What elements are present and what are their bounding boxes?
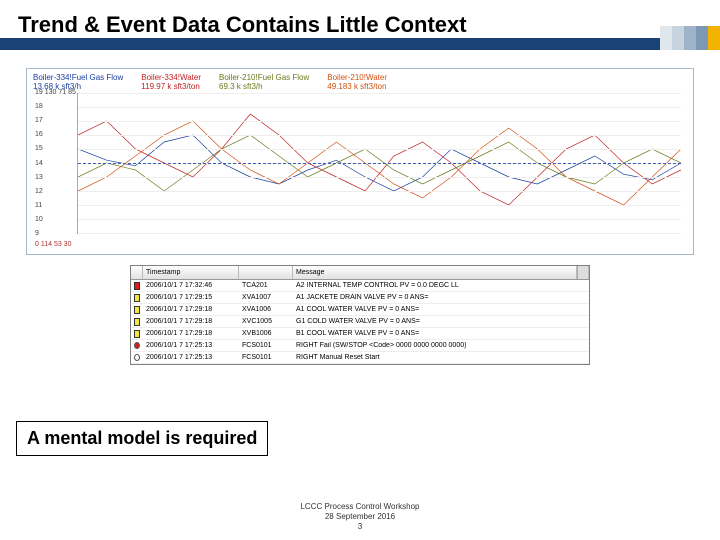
- footer-line1: LCCC Process Control Workshop: [0, 502, 720, 512]
- legend-item: Boiler-334!Water119.97 k sft3/ton: [141, 73, 201, 91]
- table-row: 2006/10/1 7 17:29:18XVC1005G1 COLD WATER…: [131, 316, 589, 328]
- slide-footer: LCCC Process Control Workshop 28 Septemb…: [0, 502, 720, 532]
- alarm-dot-icon: [134, 354, 140, 361]
- table-row: 2006/10/1 7 17:25:13FCS0101RIGHT Fail (S…: [131, 340, 589, 352]
- table-row: 2006/10/1 7 17:29:15XVA1007A1 JACKETE DR…: [131, 292, 589, 304]
- col-timestamp: Timestamp: [143, 266, 239, 279]
- footer-line2: 28 September 2016: [0, 512, 720, 522]
- table-row: 2006/10/1 7 17:29:18XVA1006A1 COOL WATER…: [131, 304, 589, 316]
- alarm-box-icon: [134, 306, 140, 314]
- col-message: Message: [293, 266, 577, 279]
- callout-box: A mental model is required: [16, 421, 268, 456]
- title-underline: [0, 38, 720, 50]
- alarm-box-icon: [134, 330, 140, 338]
- slide-title: Trend & Event Data Contains Little Conte…: [18, 12, 467, 38]
- table-row: 2006/10/1 7 17:29:18XVB1006B1 COOL WATER…: [131, 328, 589, 340]
- y-axis: 910111213141516171819 130 71 85: [33, 93, 77, 234]
- table-row: 2006/10/1 7 17:32:46TCA201A2 INTERNAL TE…: [131, 280, 589, 292]
- event-table-body: 2006/10/1 7 17:32:46TCA201A2 INTERNAL TE…: [131, 280, 589, 364]
- alarm-box-icon: [134, 282, 140, 290]
- chart-legend: Boiler-334!Fuel Gas Flow13.68 k sft3/hBo…: [33, 73, 687, 91]
- callout-text: A mental model is required: [27, 428, 257, 448]
- plot-region: [77, 93, 681, 234]
- legend-item: Boiler-210!Fuel Gas Flow69.3 k sft3/h: [219, 73, 309, 91]
- footer-page: 3: [0, 522, 720, 532]
- title-accent-blocks: [660, 26, 720, 50]
- alarm-dot-icon: [134, 342, 140, 349]
- trend-chart-panel: Boiler-334!Fuel Gas Flow13.68 k sft3/hBo…: [26, 68, 694, 255]
- table-row: 2006/10/1 7 17:25:13FCS0101RIGHT Manual …: [131, 352, 589, 364]
- legend-item: Boiler-210!Water49.183 k sft3/ton: [327, 73, 387, 91]
- alarm-box-icon: [134, 318, 140, 326]
- chart-area: 910111213141516171819 130 71 85 0 114 53…: [33, 93, 687, 248]
- event-log-table: Timestamp Message 2006/10/1 7 17:32:46TC…: [130, 265, 590, 365]
- title-bar: Trend & Event Data Contains Little Conte…: [0, 0, 720, 50]
- chart-bottom-values: 0 114 53 30: [35, 241, 71, 248]
- alarm-box-icon: [134, 294, 140, 302]
- event-table-header: Timestamp Message: [131, 266, 589, 280]
